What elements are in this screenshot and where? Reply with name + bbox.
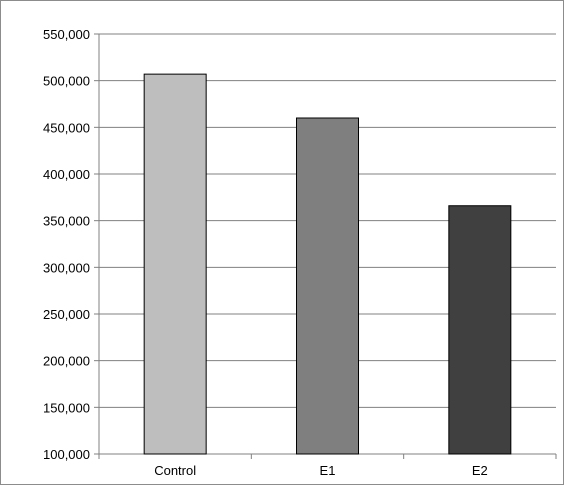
bar-control	[143, 73, 207, 455]
x-tick-label: E1	[320, 463, 336, 478]
bar-e2	[448, 205, 512, 455]
y-tick-label: 300,000	[43, 260, 90, 275]
y-tick-label: 500,000	[43, 74, 90, 89]
y-tick-label: 350,000	[43, 214, 90, 229]
y-tick-label: 450,000	[43, 120, 90, 135]
y-tick-label: 150,000	[43, 400, 90, 415]
y-tick-label: 400,000	[43, 167, 90, 182]
bar-e1	[296, 117, 359, 455]
y-tick-label: 250,000	[43, 307, 90, 322]
x-tick-label: E2	[472, 463, 488, 478]
y-tick-label: 550,000	[43, 27, 90, 42]
y-tick-label: 100,000	[43, 447, 90, 462]
y-tick-label: 200,000	[43, 354, 90, 369]
x-tick-label: Control	[154, 463, 196, 478]
